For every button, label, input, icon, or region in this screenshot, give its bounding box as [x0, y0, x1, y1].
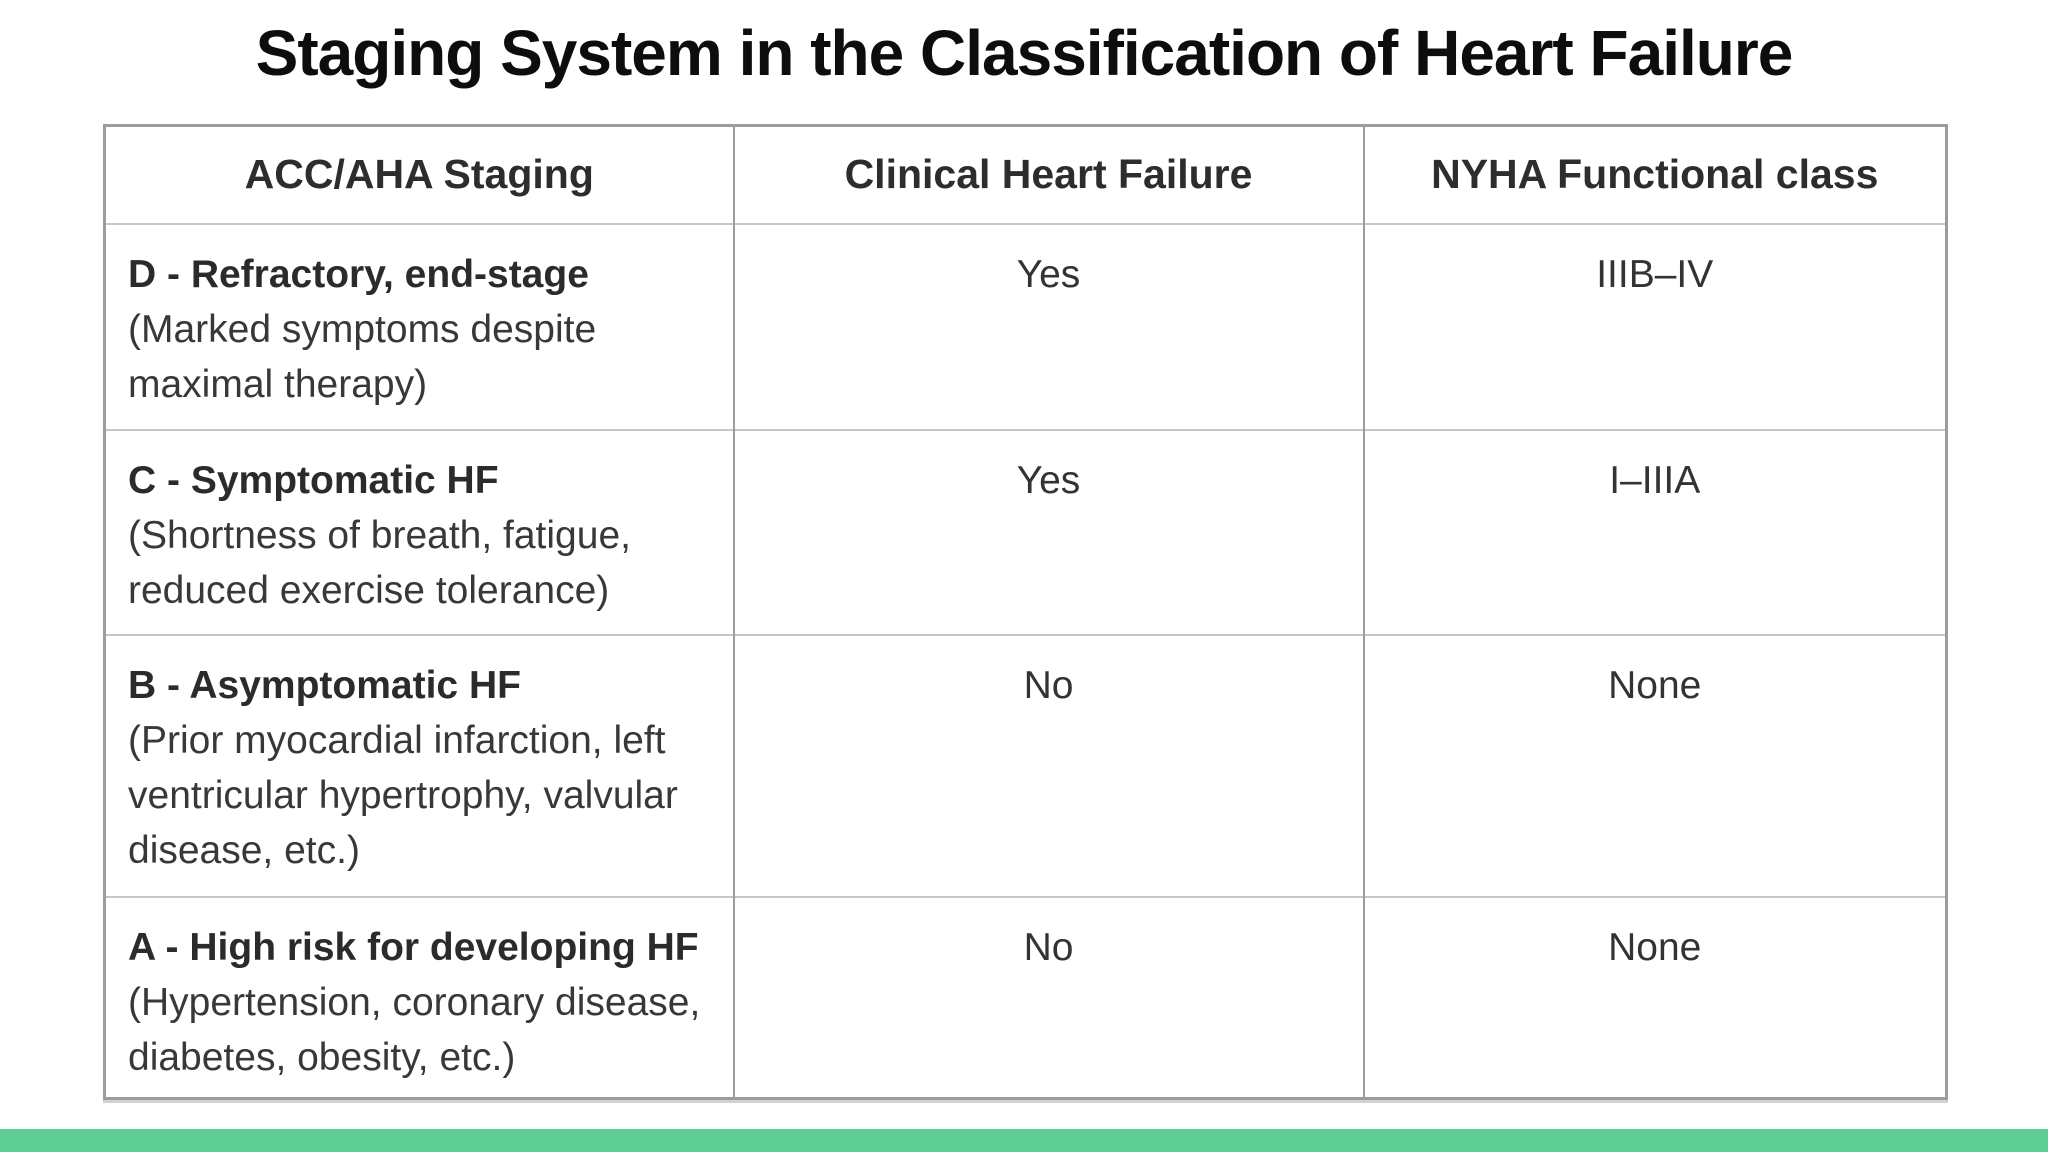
clinical-hf-value: No: [732, 895, 1364, 1099]
column-header-nyha-functional-class: NYHA Functional class: [1362, 124, 1947, 224]
stage-description: (Prior myocardial infarction, left ventr…: [128, 718, 678, 872]
accent-bar: [0, 1129, 2048, 1152]
clinical-hf-value: Yes: [732, 222, 1364, 430]
nyha-class-value: None: [1362, 895, 1947, 1099]
stage-cell: C - Symptomatic HF (Shortness of breath,…: [103, 428, 734, 635]
table-row-stage-b: B - Asymptomatic HF (Prior myocardial in…: [103, 633, 1947, 897]
clinical-hf-value: No: [732, 633, 1364, 897]
column-header-acc-aha-staging: ACC/AHA Staging: [103, 124, 734, 224]
stage-cell: D - Refractory, end-stage (Marked sympto…: [103, 222, 734, 430]
stage-label: C - Symptomatic HF: [128, 458, 499, 502]
nyha-class-value: IIIB–IV: [1362, 222, 1947, 430]
nyha-class-value: None: [1362, 633, 1947, 897]
table-row-stage-d: D - Refractory, end-stage (Marked sympto…: [103, 222, 1947, 430]
stage-label: D - Refractory, end-stage: [128, 252, 589, 296]
stage-description: (Hypertension, coronary disease, diabete…: [128, 980, 701, 1079]
table-header-row: ACC/AHA Staging Clinical Heart Failure N…: [103, 124, 1947, 224]
stage-label: B - Asymptomatic HF: [128, 663, 521, 707]
stage-description: (Shortness of breath, fatigue, reduced e…: [128, 513, 631, 612]
nyha-class-value: I–IIIA: [1362, 428, 1947, 635]
stage-label: A - High risk for developing HF: [128, 925, 699, 969]
column-header-clinical-heart-failure: Clinical Heart Failure: [732, 124, 1364, 224]
stage-description: (Marked symptoms despite maximal therapy…: [128, 307, 597, 406]
table-row-stage-a: A - High risk for developing HF (Hyperte…: [103, 895, 1947, 1099]
staging-table: ACC/AHA Staging Clinical Heart Failure N…: [103, 124, 1948, 1100]
page-title: Staging System in the Classification of …: [255, 17, 1794, 89]
stage-cell: B - Asymptomatic HF (Prior myocardial in…: [103, 633, 734, 897]
table-row-stage-c: C - Symptomatic HF (Shortness of breath,…: [103, 428, 1947, 635]
clinical-hf-value: Yes: [732, 428, 1364, 635]
stage-cell: A - High risk for developing HF (Hyperte…: [103, 895, 734, 1099]
